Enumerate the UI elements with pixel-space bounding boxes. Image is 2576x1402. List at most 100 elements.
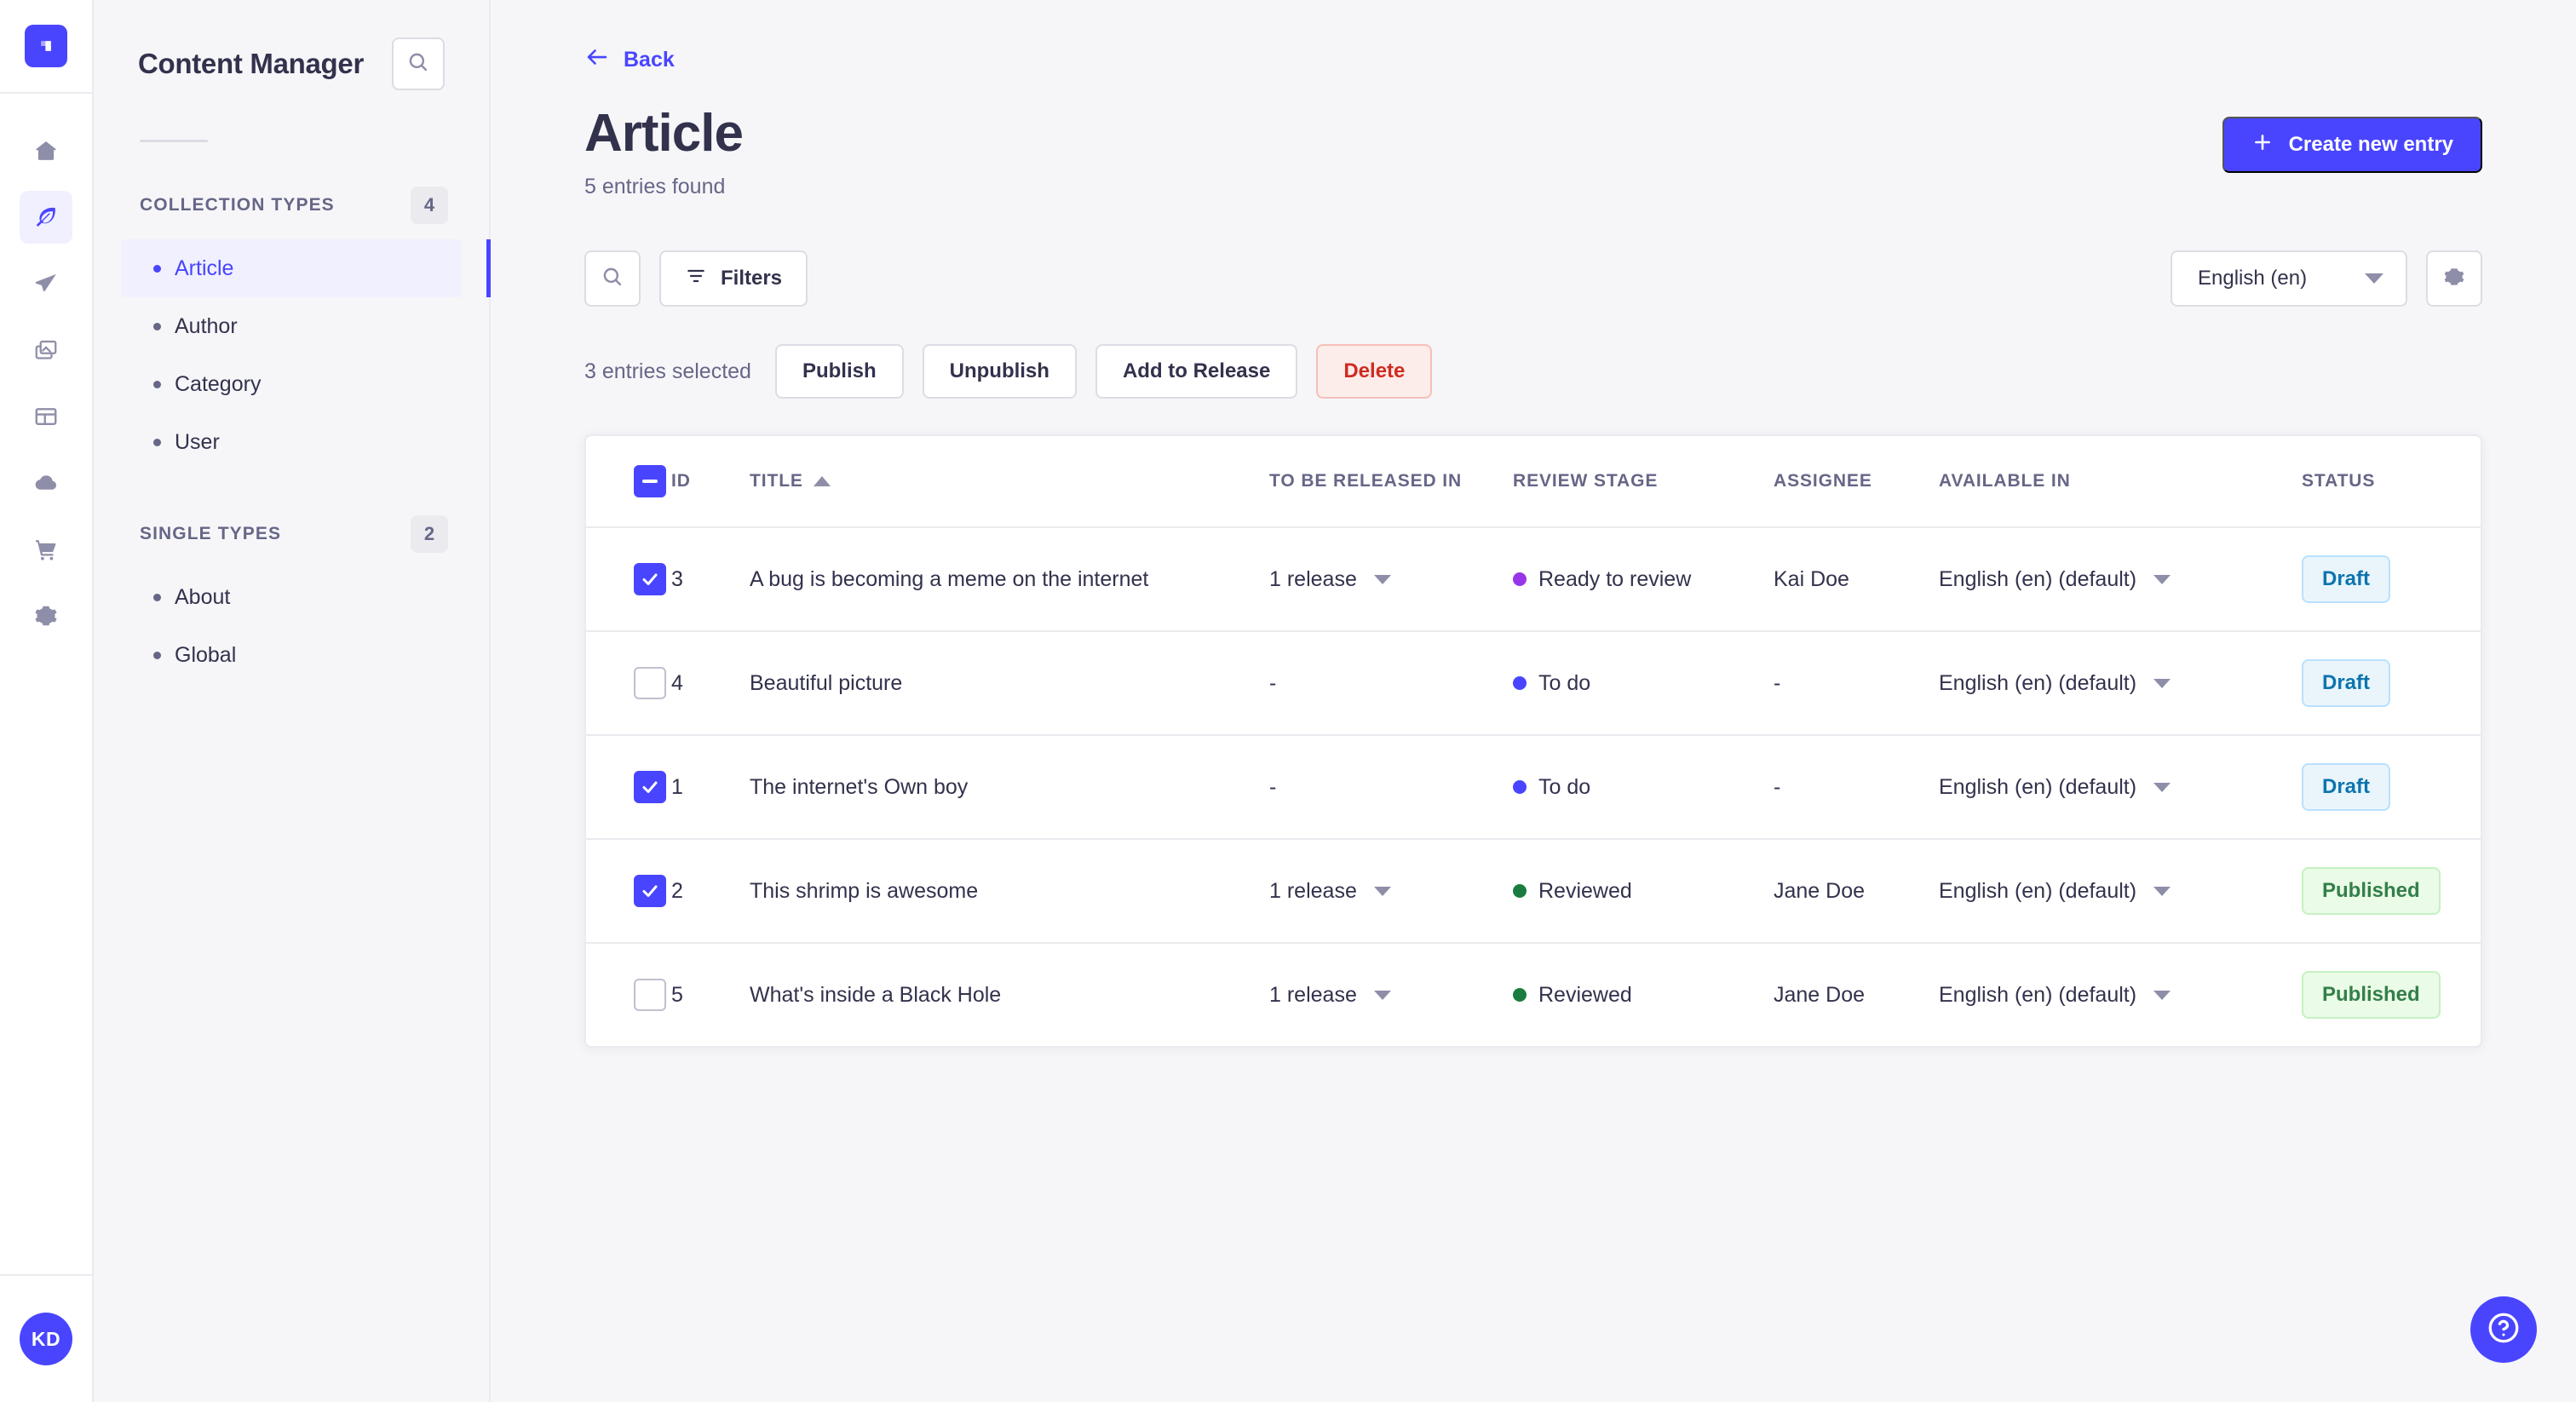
cell-available-in[interactable]: English (en) (default)	[1939, 735, 2302, 841]
sidebar-section-count: 2	[411, 515, 448, 553]
entries-table-card: ID TITLE TO BE RELEASED IN REVIEW STAGE …	[584, 434, 2482, 1049]
cell-released-in: -	[1269, 735, 1513, 841]
table-row[interactable]: 4 Beautiful picture - To do	[586, 631, 2481, 737]
sidebar-item-article[interactable]: Article	[121, 239, 491, 297]
locale-select-value: English (en)	[2198, 267, 2308, 290]
select-all-checkbox[interactable]	[634, 465, 666, 498]
filters-button[interactable]: Filters	[659, 250, 808, 307]
cell-released-in[interactable]: 1 release	[1269, 527, 1513, 633]
row-checkbox[interactable]	[634, 563, 666, 596]
back-link[interactable]: Back	[584, 44, 675, 76]
sidebar-item-about[interactable]: About	[121, 568, 462, 626]
row-select-cell	[586, 527, 671, 633]
chevron-down-icon	[2153, 678, 2171, 688]
table-row[interactable]: 5 What's inside a Black Hole 1 release	[586, 943, 2481, 1046]
rail-item-marketplace[interactable]	[20, 523, 72, 576]
released-in-label: -	[1269, 774, 1277, 799]
sidebar-header: Content Manager	[121, 0, 462, 90]
sidebar-item-user[interactable]: User	[121, 413, 462, 471]
help-button[interactable]	[2470, 1296, 2537, 1363]
create-new-entry-button[interactable]: Create new entry	[2222, 117, 2482, 173]
shopping-cart-icon	[33, 537, 59, 562]
released-in-label: 1 release	[1269, 878, 1357, 903]
cell-released-in[interactable]: 1 release	[1269, 839, 1513, 945]
main-content: Back Article 5 entries found Create new …	[491, 0, 2576, 1402]
column-header-to-be-released-in[interactable]: TO BE RELEASED IN	[1269, 436, 1513, 529]
search-button[interactable]	[584, 250, 641, 307]
available-in-wrap: English (en) (default)	[1939, 775, 2302, 800]
publish-button[interactable]: Publish	[774, 344, 904, 399]
status-badge: Draft	[2302, 659, 2391, 708]
cell-available-in[interactable]: English (en) (default)	[1939, 527, 2302, 633]
column-header-status[interactable]: STATUS	[2302, 436, 2481, 529]
locale-select[interactable]: English (en)	[2171, 250, 2407, 307]
add-to-release-button[interactable]: Add to Release	[1095, 344, 1298, 399]
row-checkbox[interactable]	[634, 875, 666, 908]
released-in-label: 1 release	[1269, 982, 1357, 1007]
column-header-assignee[interactable]: ASSIGNEE	[1774, 436, 1939, 529]
rail-item-settings[interactable]	[20, 589, 72, 642]
sidebar-section-single-types-header: SINGLE TYPES 2	[121, 515, 462, 553]
view-settings-button[interactable]	[2426, 250, 2482, 307]
cell-review-stage: Reviewed	[1513, 839, 1774, 945]
bullet-icon	[153, 593, 161, 601]
rail-item-cloud[interactable]	[20, 457, 72, 509]
table-body: 3 A bug is becoming a meme on the intern…	[586, 527, 2481, 1046]
column-header-id[interactable]: ID	[671, 436, 750, 529]
column-header-title[interactable]: TITLE	[750, 436, 1269, 529]
column-header-title-wrap: TITLE	[750, 471, 831, 491]
row-checkbox[interactable]	[634, 771, 666, 804]
cell-id: 5	[671, 982, 683, 1007]
cell-status: Draft	[2302, 631, 2481, 737]
table-row[interactable]: 3 A bug is becoming a meme on the intern…	[586, 527, 2481, 633]
cell-review-stage: Ready to review	[1513, 527, 1774, 633]
sidebar-item-global[interactable]: Global	[121, 626, 462, 684]
cell-available-in[interactable]: English (en) (default)	[1939, 839, 2302, 945]
rail-item-home[interactable]	[20, 124, 72, 177]
table-row[interactable]: 1 The internet's Own boy - To do	[586, 735, 2481, 841]
table-row[interactable]: 2 This shrimp is awesome 1 release	[586, 839, 2481, 945]
cell-released-in[interactable]: 1 release	[1269, 943, 1513, 1046]
strapi-logo-icon[interactable]	[25, 25, 67, 67]
released-in-wrap: 1 release	[1269, 879, 1513, 904]
avatar[interactable]: KD	[20, 1313, 72, 1365]
sidebar-item-label: About	[175, 584, 231, 609]
available-in-wrap: English (en) (default)	[1939, 567, 2302, 592]
gear-icon	[2442, 265, 2466, 293]
paper-plane-icon	[33, 271, 59, 296]
rail-item-media-library[interactable]	[20, 324, 72, 376]
delete-button[interactable]: Delete	[1316, 344, 1433, 399]
available-in-label: English (en) (default)	[1939, 878, 2137, 903]
rail-item-content-manager[interactable]	[20, 191, 72, 244]
row-checkbox[interactable]	[634, 979, 666, 1012]
chevron-down-icon	[2153, 990, 2171, 1000]
stage-dot-icon	[1513, 884, 1527, 899]
unpublish-button[interactable]: Unpublish	[922, 344, 1077, 399]
sidebar-divider	[140, 140, 208, 142]
column-header-review-stage[interactable]: REVIEW STAGE	[1513, 436, 1774, 529]
chevron-down-icon	[2153, 782, 2171, 792]
cell-available-in[interactable]: English (en) (default)	[1939, 631, 2302, 737]
rail-item-content-type-builder[interactable]	[20, 257, 72, 310]
sidebar-item-author[interactable]: Author	[121, 297, 462, 355]
cell-review-stage: To do	[1513, 631, 1774, 737]
column-header-available-in[interactable]: AVAILABLE IN	[1939, 436, 2302, 529]
sidebar-single-types-list: About Global	[121, 568, 462, 684]
cell-assignee: Kai Doe	[1774, 527, 1939, 633]
cell-available-in[interactable]: English (en) (default)	[1939, 943, 2302, 1046]
sidebar-search-button[interactable]	[392, 37, 445, 90]
available-in-wrap: English (en) (default)	[1939, 879, 2302, 904]
sidebar-section-title: COLLECTION TYPES	[140, 195, 335, 215]
sidebar-item-category[interactable]: Category	[121, 355, 462, 413]
chevron-down-icon	[2153, 886, 2171, 896]
stage-dot-icon	[1513, 572, 1527, 587]
sidebar-item-label: Global	[175, 642, 237, 667]
sidebar-item-label: Category	[175, 371, 262, 396]
review-stage-wrap: To do	[1513, 671, 1774, 696]
row-select-cell	[586, 631, 671, 737]
primary-nav-rail: KD	[0, 0, 94, 1402]
back-link-label: Back	[624, 48, 675, 72]
row-checkbox[interactable]	[634, 667, 666, 700]
rail-item-releases[interactable]	[20, 390, 72, 443]
